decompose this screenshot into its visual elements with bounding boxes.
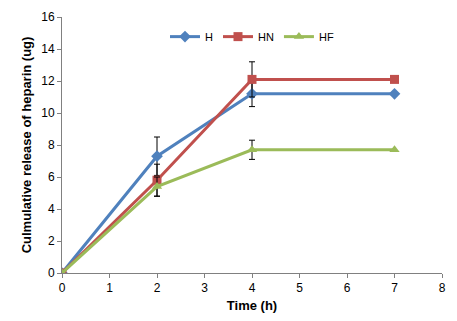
svg-text:2: 2 (48, 234, 55, 248)
svg-text:4: 4 (48, 202, 55, 216)
svg-text:1: 1 (106, 281, 113, 295)
svg-text:H: H (205, 31, 213, 43)
svg-text:8: 8 (48, 138, 55, 152)
svg-text:0: 0 (48, 266, 55, 280)
svg-text:14: 14 (41, 42, 55, 56)
svg-text:10: 10 (41, 106, 55, 120)
svg-text:HF: HF (319, 31, 334, 43)
svg-text:8: 8 (439, 281, 446, 295)
svg-text:6: 6 (344, 281, 351, 295)
svg-text:3: 3 (201, 281, 208, 295)
svg-text:7: 7 (391, 281, 398, 295)
svg-text:12: 12 (41, 74, 55, 88)
svg-text:5: 5 (296, 281, 303, 295)
svg-text:16: 16 (41, 10, 55, 24)
svg-text:Time (h): Time (h) (227, 298, 277, 313)
svg-text:6: 6 (48, 170, 55, 184)
svg-text:2: 2 (154, 281, 161, 295)
svg-text:Culmulative release of heparin: Culmulative release of heparin (ug) (19, 37, 34, 254)
svg-text:HN: HN (258, 31, 274, 43)
svg-text:4: 4 (249, 281, 256, 295)
svg-text:0: 0 (59, 281, 66, 295)
